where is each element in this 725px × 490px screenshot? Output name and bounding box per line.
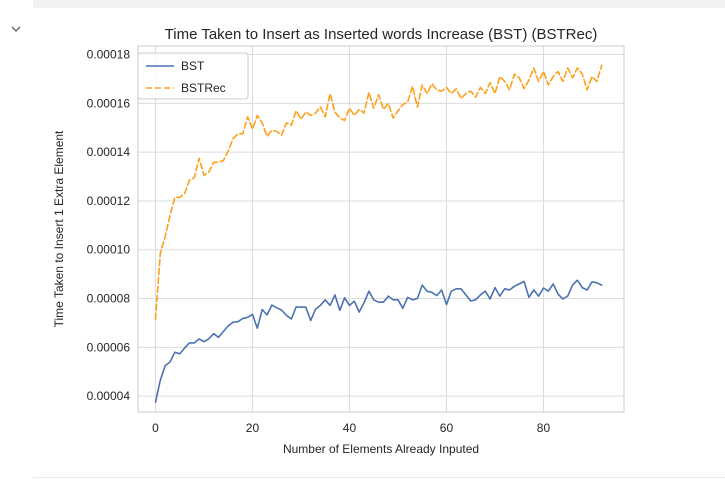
y-tick-label: 0.00016	[87, 96, 131, 110]
series-line-bstrec	[154, 64, 603, 321]
notebook-cell-top-bar	[33, 0, 725, 8]
legend-label-bstrec: BSTRec	[181, 81, 226, 95]
y-tick-label: 0.00004	[87, 389, 131, 403]
x-tick-label: 40	[343, 421, 357, 435]
legend: BST BSTRec	[137, 52, 249, 100]
x-axis-label: Number of Elements Already Inputed	[283, 442, 479, 456]
x-tick-label: 0	[152, 421, 159, 435]
legend-label-bst: BST	[181, 59, 205, 73]
tick-labels: 0 20 40 60 80 0.00004 0.00006 0.00008 0.00010 0.0…	[87, 48, 551, 435]
y-tick-label: 0.00018	[87, 48, 131, 62]
x-tick-label: 20	[246, 421, 260, 435]
notebook-cell-divider	[33, 477, 725, 478]
x-tick-label: 60	[440, 421, 454, 435]
series-lines	[154, 64, 603, 404]
series-line-bst	[154, 279, 603, 404]
y-axis-label: Time Taken to Insert 1 Extra Element	[52, 130, 66, 327]
chart-title: Time Taken to Insert as Inserted words I…	[165, 26, 598, 43]
axes-frame	[137, 45, 625, 413]
y-tick-label: 0.00006	[87, 340, 131, 354]
y-tick-label: 0.00012	[87, 194, 131, 208]
y-tick-label: 0.00010	[87, 243, 131, 257]
plot-area	[138, 46, 624, 412]
x-tick-label: 80	[537, 421, 551, 435]
chevron-down-icon[interactable]	[10, 24, 22, 34]
y-tick-label: 0.00008	[87, 292, 131, 306]
y-tick-label: 0.00014	[87, 145, 131, 159]
